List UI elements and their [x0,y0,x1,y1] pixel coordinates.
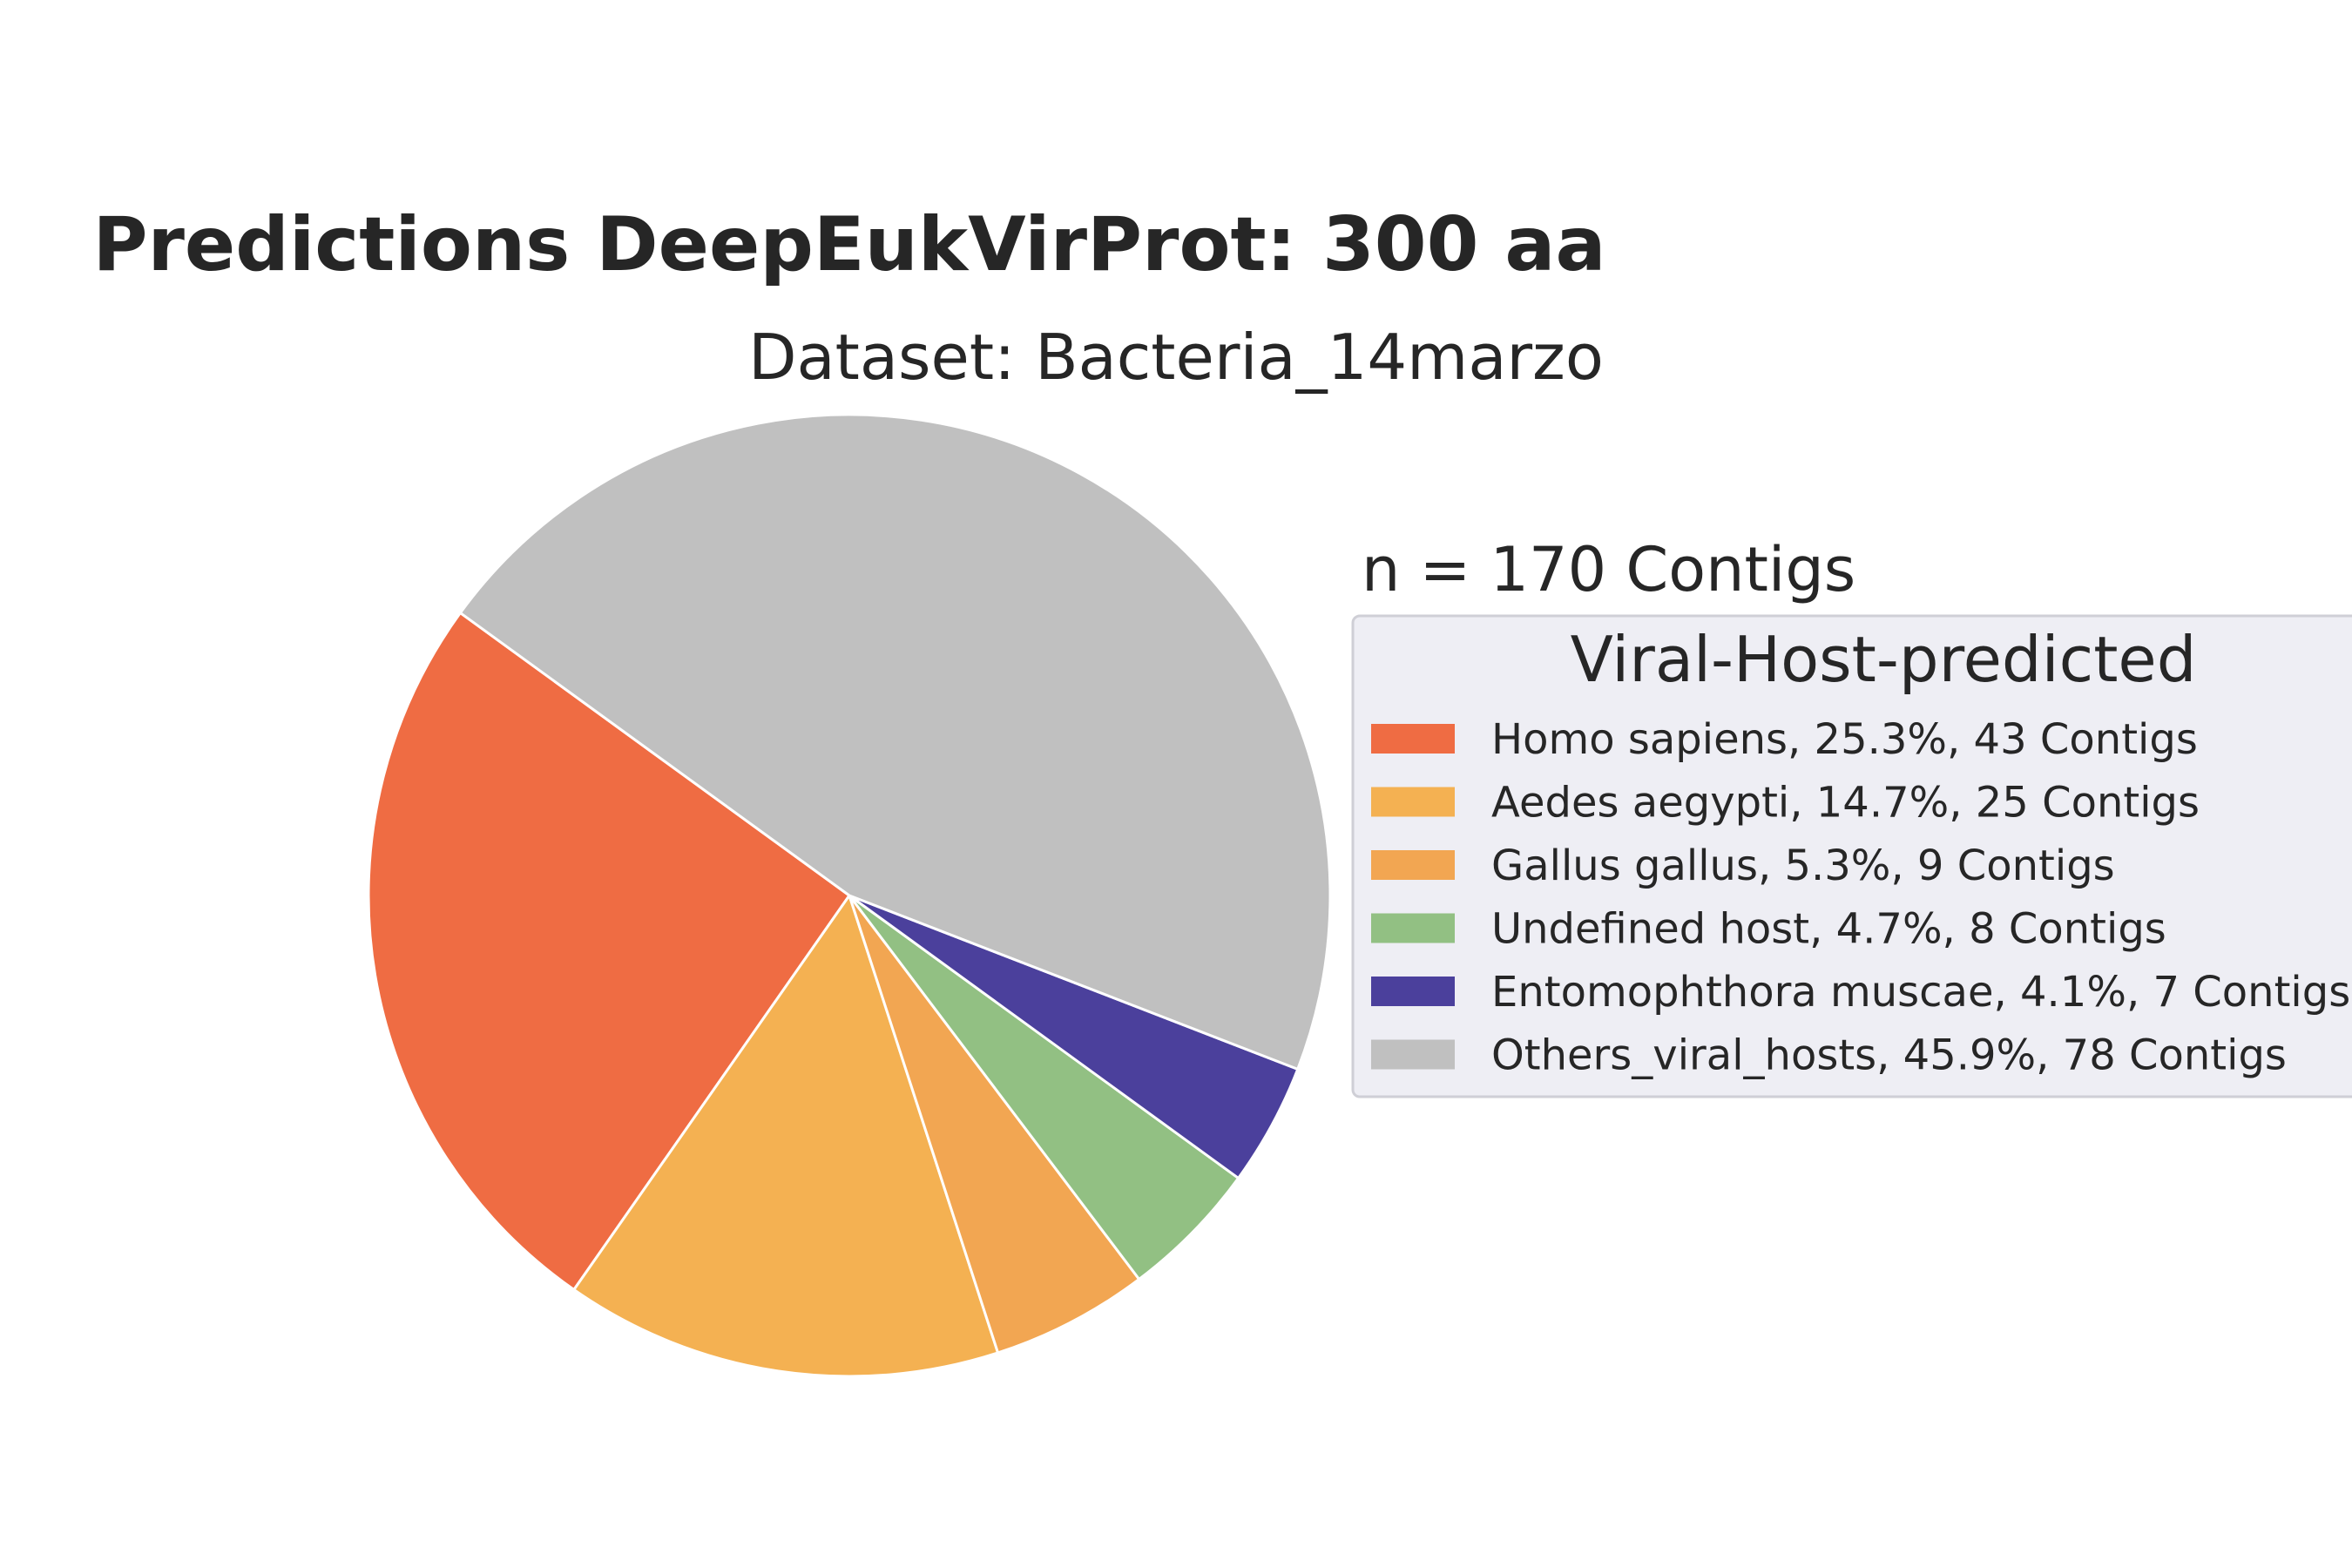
chart-subtitle: Dataset: Bacteria_14marzo [748,321,1604,394]
legend-label: Entomophthora muscae, 4.1%, 7 Contigs [1491,968,2350,1017]
legend-swatch [1371,724,1455,754]
legend-swatch [1371,913,1455,943]
pie-slice-undefined-host [848,894,1240,1281]
legend-swatch [1371,977,1455,1006]
chart-title: Predictions DeepEukVirProt: 300 aa [92,201,1605,288]
legend-label: Gallus gallus, 5.3%, 9 Contigs [1491,841,2115,890]
legend: Viral-Host-predicted Homo sapiens, 25.3%… [1351,614,2352,1098]
legend-label: Aedes aegypti, 14.7%, 25 Contigs [1491,779,2200,828]
pie-slice-homo-sapiens [367,612,851,1291]
legend-swatch [1371,1039,1455,1070]
legend-box [1351,614,2352,1098]
pie-slice-others-viral-hosts [458,413,1332,1071]
legend-label: Undefined host, 4.7%, 8 Contigs [1491,905,2166,954]
total-count-label: n = 170 Contigs [1362,534,1855,605]
legend-items: Homo sapiens, 25.3%, 43 Contigs Aedes aeg… [1371,715,2350,1080]
legend-label: Others_viral_hosts, 45.9%, 78 Contigs [1491,1031,2287,1080]
legend-title: Viral-Host-predicted [1571,623,2197,696]
legend-swatch [1371,787,1455,817]
legend-label: Homo sapiens, 25.3%, 43 Contigs [1491,715,2198,764]
pie-slice-gallus-gallus [848,894,1141,1355]
legend-swatch [1371,850,1455,880]
pie-slice-aedes-aegypti [572,894,1000,1378]
pie-slices [367,413,1332,1378]
